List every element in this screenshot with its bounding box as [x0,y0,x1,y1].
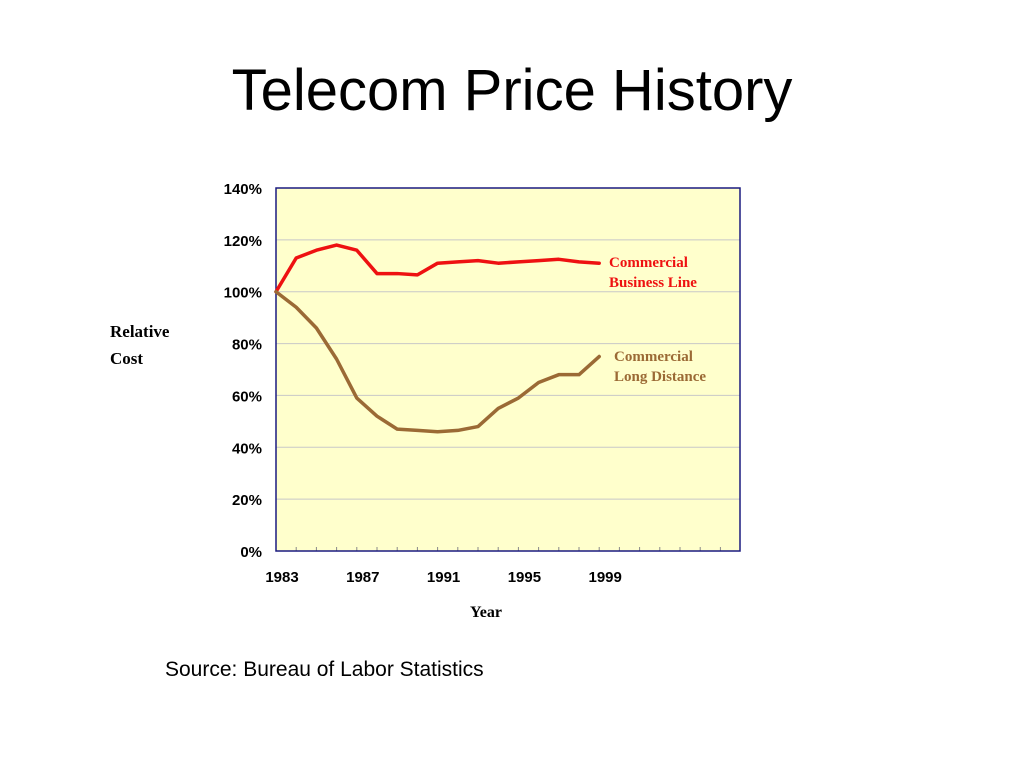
y-tick-label: 140% [224,181,262,198]
y-tick-label: 40% [232,440,262,457]
y-axis-tick-labels: 0% 20% 40% 60% 80% 100% 120% 140% [224,181,262,561]
x-axis-tick-labels: 1983 1987 1991 1995 1999 [265,569,622,586]
series-label: Commercial Long Distance [614,349,706,385]
y-tick-label: 60% [232,388,262,405]
x-tick-label: 1995 [508,569,541,586]
x-tick-label: 1999 [589,569,622,586]
y-tick-label: 120% [224,233,262,250]
x-axis-label: Year [470,604,502,621]
gridlines [276,239,740,500]
page-title: Telecom Price History [231,58,793,123]
y-tick-label: 100% [224,285,262,302]
series-labels: Commercial Business Line Commercial Long Di… [609,255,706,385]
series-group [274,243,601,434]
x-tick-label: 1987 [346,569,379,586]
x-tick-label: 1991 [427,569,460,586]
series-line [274,243,601,294]
y-tick-label: 80% [232,337,262,354]
series-line [274,289,601,434]
x-tick-label: 1983 [265,569,298,586]
y-axis-label: Relative Cost [110,322,170,368]
source-note: Source: Bureau of Labor Statistics [165,658,484,681]
plot-frame [275,187,741,552]
y-tick-label: 20% [232,492,262,509]
series-label: Commercial Business Line [609,255,697,291]
y-tick-label: 0% [240,544,262,561]
